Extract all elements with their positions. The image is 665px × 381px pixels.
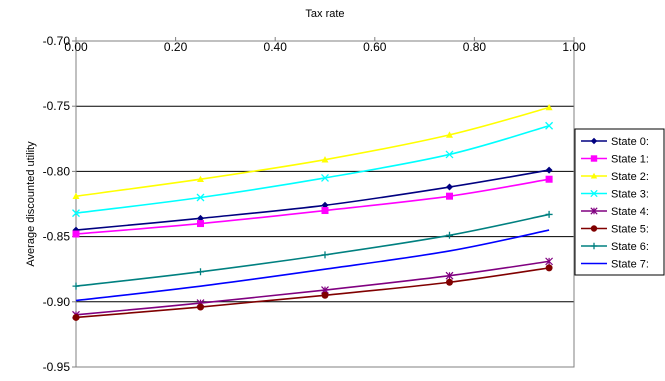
series-3-point-1	[196, 193, 205, 202]
series-6-point-0	[72, 282, 80, 290]
legend-item-2: State 2:	[581, 171, 649, 183]
legend-label-5: State 5:	[611, 224, 649, 236]
series-3-point-2	[321, 173, 329, 182]
y-tick-label-2: -0.80	[43, 164, 71, 178]
series-5-point-4	[545, 264, 553, 272]
x-tick-label-2: 0.40	[264, 40, 288, 54]
series-6	[72, 210, 553, 290]
series-line-4	[75, 260, 550, 316]
legend-item-4: State 4:	[581, 206, 649, 218]
x-tick-label-3: 0.60	[363, 40, 387, 54]
legend-swatch-marker-0	[590, 137, 598, 145]
legend-label-6: State 6:	[611, 241, 649, 253]
legend-swatch-marker-1	[590, 155, 598, 162]
x-tick-label-5: 1.00	[562, 40, 586, 54]
series-2-point-4	[545, 104, 553, 111]
series-layer	[72, 104, 554, 321]
legend-box	[574, 128, 665, 276]
plot-area-frame	[75, 40, 575, 368]
series-1-point-1	[197, 220, 204, 228]
series-5-point-3	[446, 278, 453, 286]
series-1-point-2	[321, 207, 329, 215]
series-0	[72, 166, 553, 234]
legend-swatch-marker-6	[590, 242, 598, 250]
y-tick-label-1: -0.75	[43, 99, 71, 113]
y-axis-title: Average discounted utility	[25, 141, 37, 267]
x-tick-label-0: 0.00	[64, 40, 88, 54]
x-axis-title: Tax rate	[305, 8, 344, 20]
y-tick-labels: -0.70 -0.75 -0.80 -0.85 -0.90 -0.95	[43, 34, 76, 374]
series-4	[72, 257, 554, 319]
series-2-point-3	[446, 131, 453, 138]
legend-item-5: State 5:	[581, 224, 649, 236]
series-5-point-1	[197, 303, 204, 311]
y-tick-label-3: -0.85	[43, 230, 71, 244]
x-tick-labels: 0.00 0.20 0.40 0.60 0.80 1.00	[64, 37, 586, 54]
series-3	[72, 121, 554, 218]
series-2-point-2	[321, 156, 329, 163]
y-tick-label-0: -0.70	[43, 34, 71, 48]
series-line-0	[75, 169, 550, 231]
legend-label-1: State 1:	[611, 154, 649, 166]
series-7	[75, 229, 550, 302]
series-2-point-0	[72, 192, 80, 199]
legend-label-7: State 7:	[611, 259, 649, 271]
series-5-point-0	[72, 313, 80, 321]
x-tick-label-4: 0.80	[463, 40, 487, 54]
legend-label-3: State 3:	[611, 189, 649, 201]
legend-swatch-marker-4	[590, 207, 598, 215]
legend-item-1: State 1:	[581, 154, 649, 166]
series-3-point-3	[445, 150, 454, 159]
legend-item-7: State 7:	[581, 259, 649, 271]
series-4-point-3	[445, 271, 454, 280]
series-1	[72, 175, 553, 238]
series-6-point-3	[446, 231, 453, 239]
series-3-point-0	[72, 209, 80, 218]
series-1-point-3	[446, 192, 453, 200]
x-tick-label-1: 0.20	[164, 40, 188, 54]
series-4-point-4	[545, 257, 554, 266]
series-6-point-2	[321, 251, 329, 259]
series-2-point-1	[197, 175, 204, 183]
series-5-point-2	[321, 291, 329, 299]
legend-item-0: State 0:	[581, 136, 649, 148]
grid-layer	[76, 105, 574, 303]
series-line-3	[75, 124, 550, 214]
series-2	[72, 104, 553, 199]
series-0-point-3	[446, 183, 453, 191]
series-5	[72, 264, 553, 321]
legend-label-4: State 4:	[611, 206, 649, 218]
series-6-point-4	[545, 210, 553, 218]
legend-label-2: State 2:	[611, 171, 649, 183]
y-tick-label-5: -0.95	[43, 360, 71, 374]
legend-swatch-marker-5	[590, 225, 598, 232]
legend: State 0: State 1: State 2: State 3: State 4:…	[574, 128, 665, 276]
series-3-point-4	[545, 121, 554, 130]
legend-swatch-marker-2	[590, 172, 598, 179]
legend-item-3: State 3:	[581, 189, 649, 201]
legend-item-6: State 6:	[581, 241, 649, 253]
series-6-point-1	[197, 268, 204, 276]
y-tick-label-4: -0.90	[43, 295, 71, 309]
legend-label-0: State 0:	[611, 136, 649, 148]
series-1-point-4	[545, 175, 553, 183]
series-1-point-0	[72, 230, 80, 238]
series-line-6	[75, 213, 550, 287]
series-line-7	[75, 229, 550, 302]
series-0-point-4	[545, 166, 553, 174]
legend-swatch-marker-3	[590, 189, 598, 198]
